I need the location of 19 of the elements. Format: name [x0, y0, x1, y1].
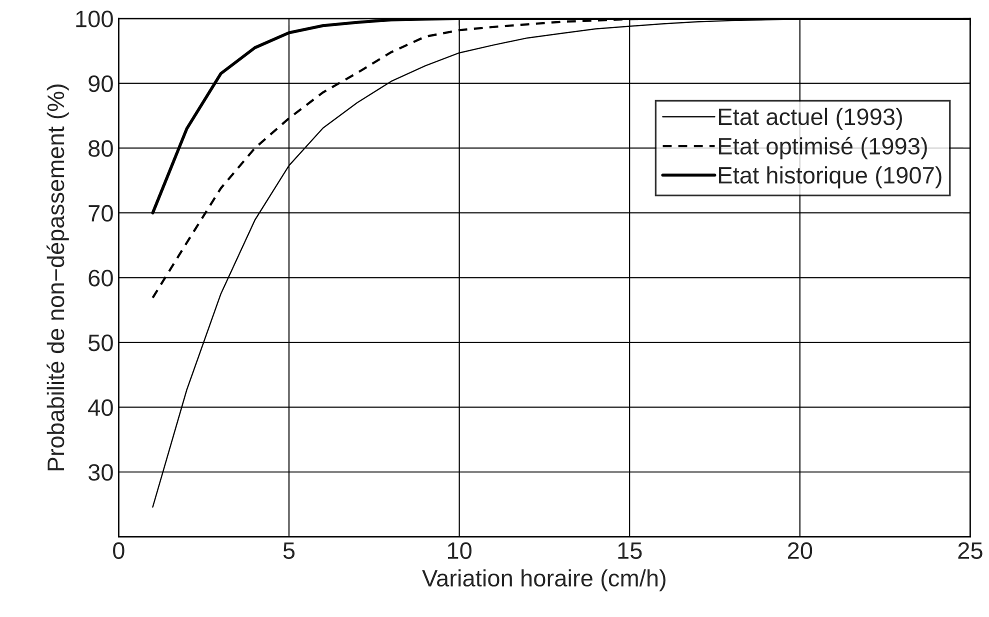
legend-label: Etat historique (1907) [719, 166, 942, 188]
y-tick-label: 90 [88, 75, 113, 92]
x-tick-label: 10 [448, 542, 472, 559]
y-tick-label: 60 [88, 270, 113, 286]
y-tick-label: 100 [76, 10, 113, 28]
x-tick-label: 20 [788, 542, 812, 559]
x-tick-label: 5 [283, 542, 295, 559]
y-tick-label: 30 [88, 464, 113, 481]
x-axis-title: Variation horaire (cm/h) [422, 569, 666, 592]
y-tick-label: 70 [88, 204, 113, 222]
legend-label: Etat actuel (1993) [719, 108, 902, 130]
y-axis-title: Probabilité de non−dépassement (%) [46, 84, 69, 470]
x-tick-label: 0 [113, 542, 124, 559]
x-tick-label: 25 [958, 542, 982, 559]
y-tick-label: 80 [88, 140, 113, 157]
legend-label: Etat optimisé (1993) [719, 136, 927, 160]
x-tick-label: 15 [618, 542, 642, 559]
y-tick-label: 50 [88, 334, 113, 352]
y-tick-label: 40 [88, 399, 113, 416]
